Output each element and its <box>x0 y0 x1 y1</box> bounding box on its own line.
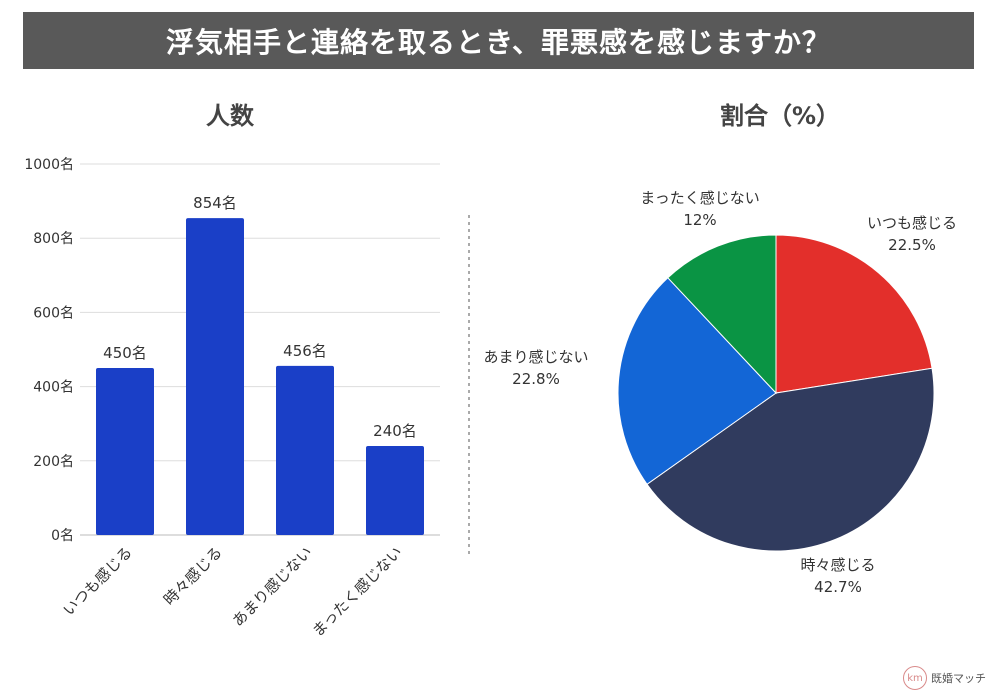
bar <box>276 365 334 535</box>
bar <box>366 445 424 535</box>
pie-value-label: 22.5% <box>888 236 936 254</box>
chart-title-banner: 浮気相手と連絡を取るとき、罪悪感を感じますか？ <box>23 12 974 69</box>
y-tick-label: 600名 <box>33 305 74 321</box>
chart-title: 浮気相手と連絡を取るとき、罪悪感を感じますか？ <box>165 25 832 59</box>
bar-chart-title: 人数 <box>206 102 254 130</box>
pie-slice <box>775 234 933 394</box>
bar-value-label: 456名 <box>283 342 327 360</box>
y-tick-label: 400名 <box>33 380 74 396</box>
pie-value-label: 12% <box>683 211 716 229</box>
pie-slice <box>646 367 935 552</box>
x-tick-label: まったく感じない <box>309 543 406 640</box>
bar <box>96 368 154 535</box>
pie-value-label: 22.8% <box>512 370 560 388</box>
x-tick-label: 時々感じる <box>160 543 226 609</box>
pie-category-label: まったく感じない <box>640 189 759 207</box>
bar-value-label: 854名 <box>193 194 237 212</box>
bar-value-label: 450名 <box>103 344 147 362</box>
brand-logo: km 既婚マッチ <box>903 666 986 690</box>
pie-chart-title: 割合（%） <box>719 102 841 130</box>
bar <box>186 218 244 535</box>
logo-mark-icon: km <box>903 666 927 690</box>
y-tick-label: 1000名 <box>24 157 74 173</box>
bar-value-label: 240名 <box>373 422 417 440</box>
pie-value-label: 42.7% <box>814 578 862 596</box>
x-tick-label: あまり感じない <box>229 543 316 630</box>
x-tick-label: いつも感じる <box>59 543 135 619</box>
pie-category-label: いつも感じる <box>867 214 957 232</box>
pie-slice <box>667 234 777 395</box>
y-tick-label: 200名 <box>33 454 74 470</box>
pie-slice <box>617 277 777 485</box>
pie-category-label: 時々感じる <box>800 556 875 574</box>
y-tick-label: 0名 <box>51 528 74 544</box>
y-tick-label: 800名 <box>33 231 74 247</box>
pie-category-label: あまり感じない <box>483 348 588 366</box>
logo-text: 既婚マッチ <box>931 672 986 685</box>
